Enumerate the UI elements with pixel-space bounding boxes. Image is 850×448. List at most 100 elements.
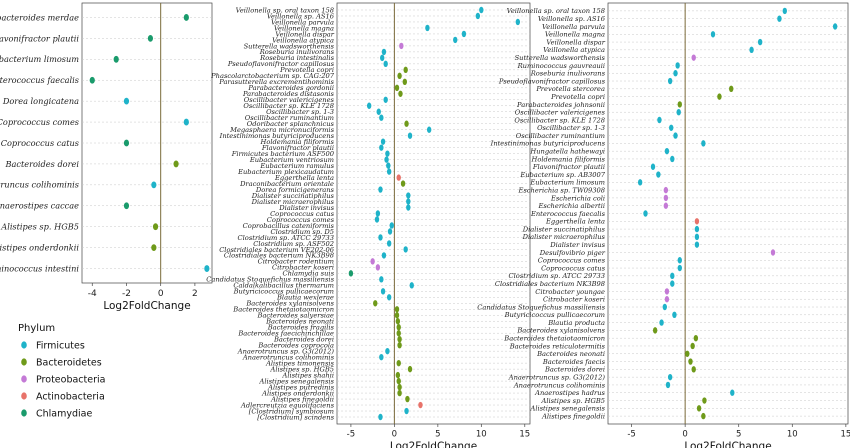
data-point [404, 120, 409, 127]
y-tick-label: Bacteroides fragilis [267, 324, 335, 332]
x-axis-title: Log2FoldChange [103, 300, 190, 312]
data-point [676, 108, 681, 116]
data-point [381, 48, 387, 56]
data-point [418, 401, 423, 409]
data-point [407, 365, 413, 373]
x-axis-title: Log2FoldChange [390, 441, 477, 448]
data-point [729, 85, 734, 93]
legend: Phylum Firmicutes Bacteroidetes Proteobacte… [18, 323, 105, 420]
y-tick-label: Enterococcus faecalis [530, 210, 606, 218]
y-tick-label: Bacteroides neonati [536, 350, 605, 358]
y-tick-label: Dialister succinatiphilus [251, 192, 335, 200]
y-tick-label: Dorea formicigenerans [255, 186, 335, 194]
data-point [397, 72, 402, 80]
data-point [348, 270, 354, 277]
data-point [373, 300, 378, 307]
data-point [717, 93, 722, 100]
data-point [664, 296, 670, 303]
y-tick-label: Escherichia sp. TW09308 [517, 186, 605, 194]
data-point [399, 42, 404, 50]
data-point [151, 181, 157, 189]
y-tick-label: Bacteroides neonati [265, 318, 334, 326]
data-point [664, 288, 670, 295]
data-point [378, 186, 383, 193]
data-point [397, 335, 402, 343]
y-tick-label: Eubacterium ramulus [259, 162, 334, 170]
x-tick-label: -2 [122, 289, 131, 299]
y-tick-label: Odoribacter splanchnicus [247, 120, 335, 128]
y-tick-label: Oscillibacter sp. 1-3 [266, 108, 334, 116]
data-point [832, 23, 838, 30]
y-tick-label: Citrobacter rodentium [258, 258, 334, 266]
y-tick-label: Alistipes senegalensis [259, 377, 335, 385]
data-point [777, 15, 782, 22]
y-tick-label: Phascolarctobacterium sp. CAG:207 [210, 72, 335, 80]
x-tick-label: -4 [88, 289, 97, 299]
data-point [396, 330, 401, 337]
data-point [384, 156, 389, 163]
y-tick-label: Eubacterium limosum [529, 179, 605, 187]
y-tick-label: Roseburia inulivorans [530, 70, 606, 78]
y-tick-label: Holdemania filiformis [260, 138, 335, 146]
x-tick-label: 0 [392, 430, 397, 440]
data-point [664, 147, 670, 155]
data-point [670, 280, 675, 287]
y-tick-label: Dialister invisus [549, 241, 605, 249]
y-tick-label: Sutterella wadsworthensis [515, 54, 606, 62]
y-tick-label: [Clostridium] scindens [257, 413, 334, 421]
y-tick-label: Coprobacillus cateniformis [243, 222, 335, 230]
legend-label: Bacteroidetes [36, 358, 102, 369]
y-tick-label: Oscillibacter sp. KLE 1728 [514, 116, 605, 124]
y-tick-label: Pseudoflavonifractor capillosus [227, 60, 335, 68]
y-tick-label: Citrobacter koseri [272, 264, 334, 272]
data-point [656, 171, 661, 178]
data-point [386, 294, 392, 301]
data-point [386, 162, 391, 169]
y-tick-label: Megasphaera micronuciformis [229, 126, 334, 134]
data-point [385, 347, 390, 355]
data-point [406, 198, 411, 205]
y-tick-label: Clostridium sp. ATCC 29733 [509, 272, 605, 280]
y-tick-label: Bacteroides faecis [542, 358, 606, 366]
data-point [650, 163, 656, 170]
data-point [173, 160, 179, 168]
y-tick-label: Veillonella sp. oral taxon 158 [507, 7, 605, 15]
x-tick-label: 10 [476, 430, 487, 440]
data-point [670, 155, 675, 163]
data-point [383, 96, 388, 103]
data-point [394, 312, 400, 319]
y-tick-label: Anaerostipes caccae [0, 201, 79, 211]
x-tick-label: 5 [736, 430, 741, 440]
data-point [659, 319, 664, 326]
data-point [690, 342, 695, 350]
data-point [407, 132, 413, 139]
data-point [677, 257, 682, 264]
data-point [693, 334, 699, 342]
y-tick-label: Pseudoflavonifractor capillosus [498, 77, 606, 85]
data-point [685, 350, 690, 357]
data-point [366, 102, 372, 109]
data-point [409, 282, 414, 289]
data-point [147, 34, 154, 42]
data-point [425, 24, 430, 32]
data-point [405, 395, 410, 403]
y-tick-label: Alistipes senegalensis [530, 405, 606, 413]
y-tick-label: Parabacteroides gordonii [247, 84, 334, 92]
data-point [204, 265, 210, 272]
data-point [379, 144, 384, 151]
x-tick-label: 2 [192, 289, 198, 299]
x-tick-label: -5 [347, 430, 355, 440]
y-tick-label: Holdemania filiformis [531, 155, 606, 163]
x-tick-label: 0 [682, 430, 687, 440]
y-tick-label: Alistipes sp. HGB5 [270, 365, 334, 373]
data-point [379, 353, 384, 361]
y-tick-label: Alistipes sp. HGB5 [0, 222, 79, 232]
y-tick-label: Adlercreutzia equolifaciens [240, 401, 335, 409]
y-tick-label: Ruminococcus gauvreauii [517, 62, 605, 70]
data-point [397, 383, 402, 391]
data-point [730, 389, 735, 396]
y-tick-label: Desulfovibrio piger [539, 249, 606, 257]
y-tick-label: Anaerotruncus sp. G3(2012) [508, 373, 606, 381]
data-point [673, 70, 678, 77]
